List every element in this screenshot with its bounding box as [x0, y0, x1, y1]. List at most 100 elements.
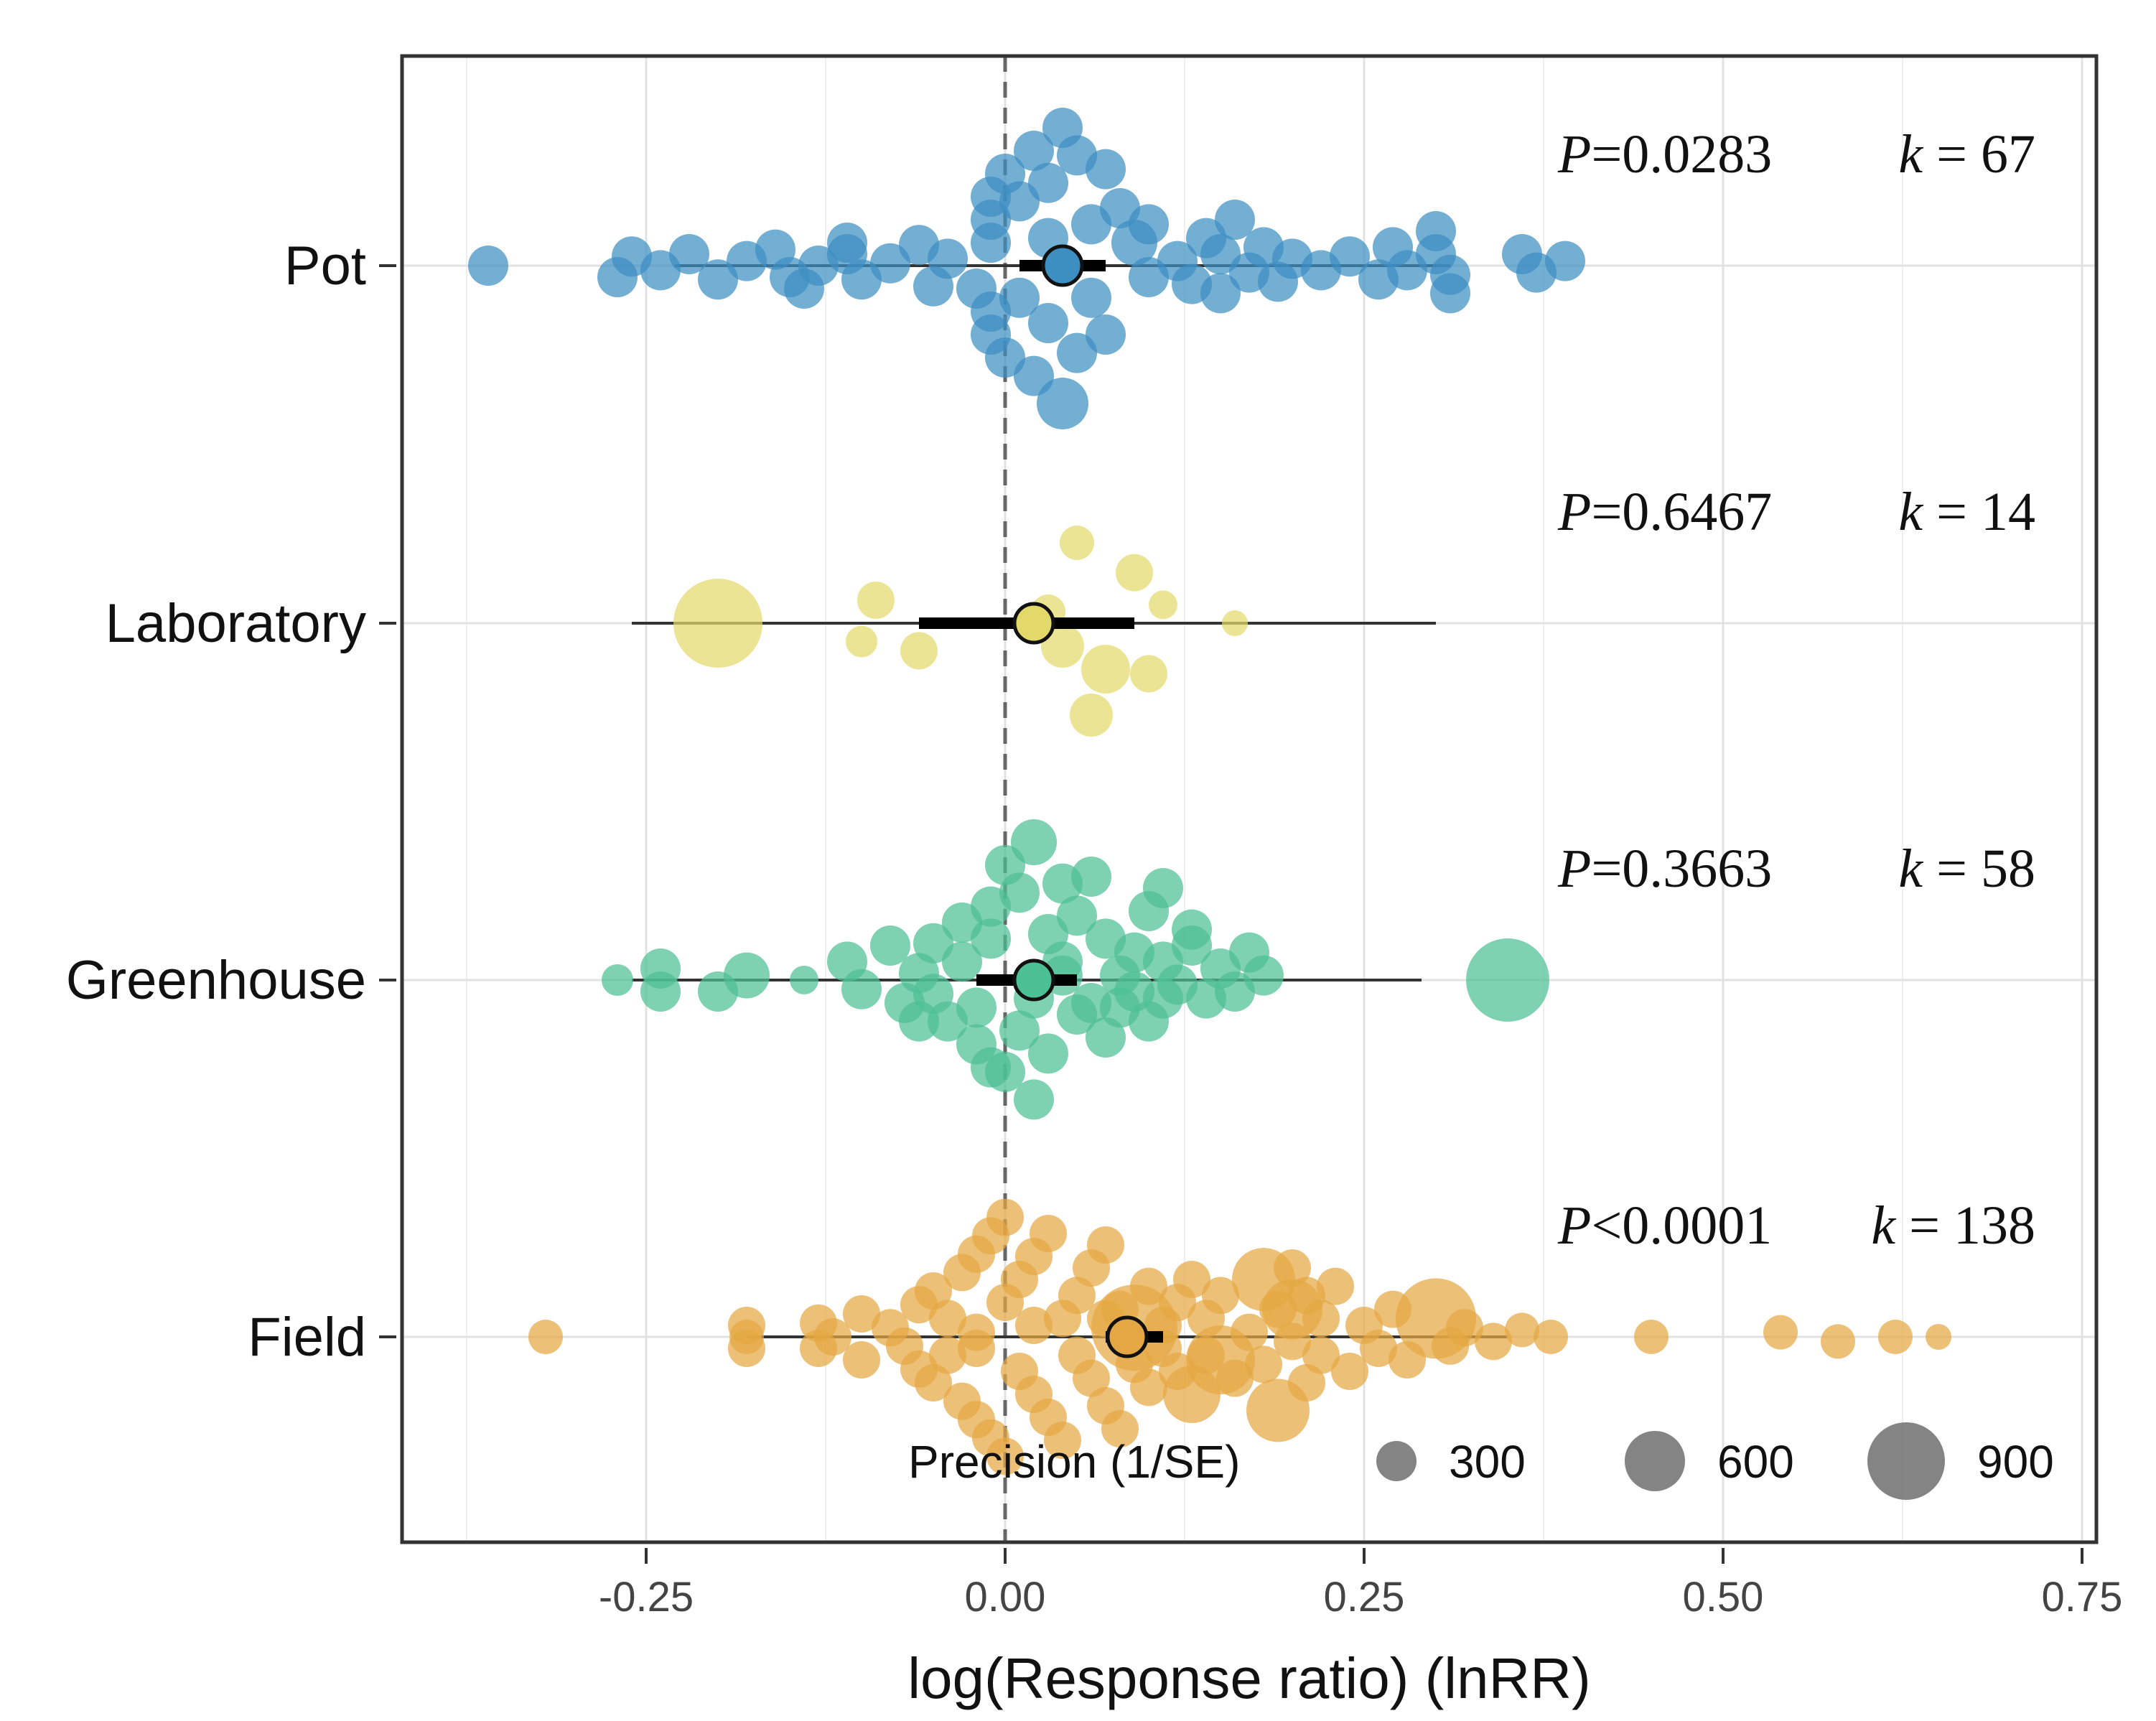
confidence-intervals: [919, 260, 1163, 1343]
k-value: = 58: [1923, 839, 2035, 899]
p-value-label: P=0.0283: [1557, 124, 1772, 185]
effect-point: [1186, 1325, 1255, 1394]
effect-point: [843, 1295, 880, 1333]
effect-point: [1057, 895, 1097, 936]
p-value: =0.3663: [1591, 839, 1772, 899]
effect-point: [1130, 1368, 1167, 1407]
effect-point: [1200, 273, 1241, 314]
effect-point: [971, 1047, 1011, 1088]
effect-point: [1071, 277, 1111, 318]
effect-point: [1060, 526, 1094, 560]
effect-point: [1331, 1353, 1368, 1390]
k-count-label: k = 58: [1898, 839, 2035, 899]
effect-point: [900, 632, 938, 670]
effect-point: [1360, 1330, 1397, 1367]
effect-point: [1041, 625, 1084, 668]
effect-point: [942, 941, 982, 982]
effect-point: [1446, 1309, 1483, 1347]
effect-point: [1116, 554, 1153, 592]
legend-swatch-900: [1867, 1422, 1945, 1500]
x-axis: -0.25 0.00 0.25 0.50 0.75: [599, 1548, 2123, 1620]
effect-point: [899, 1001, 939, 1042]
p-value: =0.0283: [1591, 124, 1772, 185]
effect-point: [814, 1318, 851, 1356]
x-tick-label: 0.75: [2042, 1574, 2123, 1620]
k-value: = 14: [1923, 482, 2035, 542]
effect-point: [1288, 1364, 1325, 1401]
effect-point: [1015, 1307, 1053, 1344]
effect-point: [1634, 1320, 1669, 1354]
effect-point: [1101, 1410, 1139, 1447]
effect-point: [929, 1336, 966, 1374]
effect-point: [1100, 987, 1140, 1028]
effect-point: [724, 952, 770, 999]
effect-point: [915, 1364, 952, 1401]
legend-label-900: 900: [1977, 1436, 2054, 1488]
effect-point: [1070, 694, 1113, 737]
p-value: <0.0001: [1591, 1195, 1772, 1256]
effect-point: [1262, 1279, 1322, 1340]
effect-point: [857, 582, 895, 619]
effect-point: [1200, 234, 1241, 274]
k-value: = 67: [1923, 124, 2035, 185]
effect-point: [1466, 938, 1549, 1022]
legend-swatch-600: [1625, 1431, 1685, 1491]
effect-point: [1086, 149, 1126, 190]
p-symbol: P: [1557, 482, 1591, 542]
effect-point: [841, 969, 882, 1009]
p-symbol: P: [1557, 1195, 1591, 1256]
effect-point: [1011, 819, 1057, 865]
effect-point: [528, 1320, 563, 1354]
effect-point: [1534, 1320, 1568, 1354]
category-label-field: Field: [248, 1307, 366, 1368]
effect-point: [1202, 1277, 1239, 1315]
effect-point: [1172, 909, 1212, 950]
effect-point: [1086, 314, 1126, 355]
effect-point: [728, 1330, 765, 1367]
effect-point: [1763, 1315, 1798, 1350]
effect-point: [1058, 1277, 1096, 1315]
x-tick-label: 0.25: [1324, 1574, 1405, 1620]
effect-point: [928, 238, 968, 279]
effect-point: [1302, 1336, 1340, 1374]
k-count-label: k = 138: [1871, 1195, 2035, 1256]
legend-label-600: 600: [1717, 1436, 1794, 1488]
effect-point: [913, 923, 953, 964]
effect-point: [1274, 1249, 1311, 1287]
x-tick-label: -0.25: [599, 1574, 694, 1620]
pooled-estimate-pot: [1041, 244, 1084, 287]
p-value-label: P<0.0001: [1557, 1195, 1772, 1256]
k-count-label: k = 14: [1898, 482, 2035, 542]
effect-point: [468, 246, 508, 286]
effect-point: [1081, 645, 1130, 694]
k-symbol: k: [1871, 1195, 1896, 1256]
legend: Precision (1/SE) 300 600 900: [908, 1422, 2054, 1500]
effect-point: [958, 1330, 995, 1367]
effect-point: [999, 872, 1040, 913]
effect-point: [1430, 273, 1470, 314]
effect-point: [1086, 1017, 1126, 1058]
effect-point: [1173, 1261, 1210, 1298]
effect-point: [1878, 1320, 1913, 1354]
x-tick-label: 0.50: [1683, 1574, 1764, 1620]
effect-point: [870, 925, 910, 966]
legend-title: Precision (1/SE): [908, 1436, 1240, 1488]
effect-point: [1505, 1312, 1539, 1348]
effect-point: [999, 1010, 1040, 1051]
effect-point: [640, 948, 681, 989]
p-value-label: P=0.6467: [1557, 482, 1772, 542]
effect-point: [870, 243, 910, 284]
effect-point: [971, 223, 1011, 263]
p-value-label: P=0.3663: [1557, 839, 1772, 899]
y-axis: Pot Laboratory Greenhouse Field: [66, 235, 396, 1368]
effect-point: [971, 918, 1011, 959]
effect-point: [999, 181, 1040, 222]
effect-point: [1330, 236, 1370, 277]
effect-point: [1130, 655, 1167, 693]
effect-point: [1149, 590, 1177, 620]
effect-point: [1057, 332, 1097, 373]
effect-point: [1028, 303, 1068, 343]
k-count-label: k = 67: [1898, 124, 2035, 185]
effect-point: [1073, 1359, 1110, 1397]
